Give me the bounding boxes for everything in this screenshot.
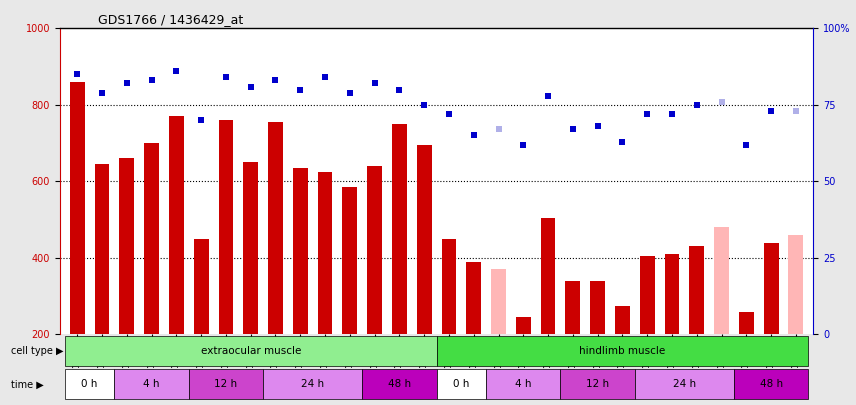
Bar — [144, 143, 159, 335]
Bar — [169, 116, 184, 335]
FancyBboxPatch shape — [65, 336, 437, 366]
FancyBboxPatch shape — [115, 369, 189, 399]
Bar — [566, 281, 580, 335]
Bar — [491, 269, 506, 335]
Bar — [615, 306, 630, 335]
Bar — [367, 166, 382, 335]
Bar — [95, 164, 110, 335]
FancyBboxPatch shape — [65, 369, 115, 399]
Bar — [788, 235, 803, 335]
Text: 12 h: 12 h — [214, 379, 237, 389]
Bar — [392, 124, 407, 335]
FancyBboxPatch shape — [561, 369, 635, 399]
Bar — [764, 243, 778, 335]
Bar — [342, 187, 357, 335]
Text: 24 h: 24 h — [673, 379, 696, 389]
Bar — [70, 82, 85, 335]
Bar — [417, 145, 431, 335]
Text: 0 h: 0 h — [81, 379, 98, 389]
Text: time ▶: time ▶ — [11, 379, 44, 389]
Text: GDS1766 / 1436429_at: GDS1766 / 1436429_at — [98, 13, 243, 26]
Bar — [268, 122, 283, 335]
Bar — [590, 281, 605, 335]
FancyBboxPatch shape — [486, 369, 561, 399]
Text: 0 h: 0 h — [453, 379, 470, 389]
Bar — [664, 254, 680, 335]
Bar — [243, 162, 259, 335]
Bar — [714, 227, 729, 335]
Bar — [639, 256, 655, 335]
Bar — [739, 311, 754, 335]
Text: hindlimb muscle: hindlimb muscle — [580, 346, 665, 356]
FancyBboxPatch shape — [437, 336, 808, 366]
Bar — [467, 262, 481, 335]
Bar — [293, 168, 307, 335]
Bar — [119, 158, 134, 335]
Text: cell type ▶: cell type ▶ — [11, 346, 63, 356]
Text: ■: ■ — [278, 403, 290, 405]
Text: extraocular muscle: extraocular muscle — [200, 346, 301, 356]
Text: ■: ■ — [113, 403, 124, 405]
Bar — [193, 239, 209, 335]
Text: 24 h: 24 h — [301, 379, 324, 389]
Bar — [516, 317, 531, 335]
FancyBboxPatch shape — [734, 369, 808, 399]
Text: ■: ■ — [444, 403, 456, 405]
Text: 4 h: 4 h — [143, 379, 160, 389]
Bar — [541, 218, 556, 335]
Text: 48 h: 48 h — [759, 379, 782, 389]
Text: ■: ■ — [609, 403, 621, 405]
Bar — [689, 247, 704, 335]
Bar — [318, 172, 332, 335]
FancyBboxPatch shape — [437, 369, 486, 399]
Bar — [442, 239, 456, 335]
Text: 4 h: 4 h — [515, 379, 532, 389]
Text: 48 h: 48 h — [388, 379, 411, 389]
FancyBboxPatch shape — [635, 369, 734, 399]
FancyBboxPatch shape — [263, 369, 362, 399]
Text: 12 h: 12 h — [586, 379, 609, 389]
FancyBboxPatch shape — [189, 369, 263, 399]
FancyBboxPatch shape — [362, 369, 437, 399]
Bar — [218, 120, 234, 335]
